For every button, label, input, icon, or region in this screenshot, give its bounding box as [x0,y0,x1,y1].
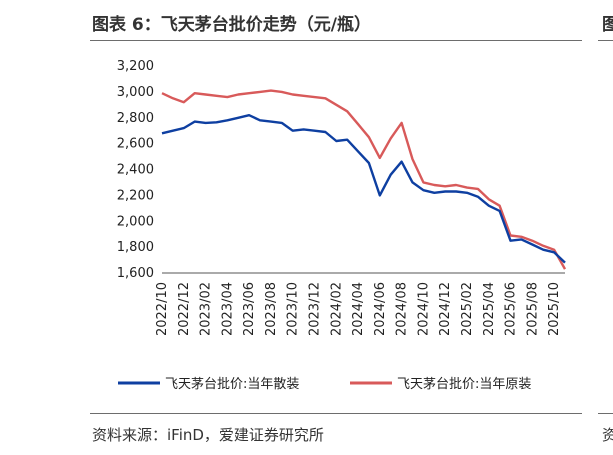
y-tick-label: 2,600 [117,137,154,152]
x-tick-label: 2025/04 [482,282,497,336]
x-tick-label: 2024/06 [373,282,388,336]
y-tick-label: 2,000 [117,214,154,229]
x-tick-labels: 2022/10 2022/12 2023/02 2023/04 2023/06 2023/… [155,282,562,336]
y-tick-label: 1,800 [117,240,154,255]
legend-label: 飞天茅台批价:当年原装 [397,377,531,392]
x-tick-label: 2023/10 [286,282,301,336]
x-tick-label: 2024/10 [416,282,431,336]
x-tick-label: 2024/08 [395,282,410,336]
next-figure-top-divider [598,40,613,41]
x-tick-label: 2023/06 [242,282,257,336]
y-tick-label: 3,200 [117,59,154,74]
next-figure-title-fragment: 图 [602,15,613,35]
legend: 飞天茅台批价:当年散装 飞天茅台批价:当年原装 [118,377,531,392]
x-tick-label: 2025/08 [525,282,540,336]
y-tick-label: 1,600 [117,266,154,281]
y-axis: 1,600 1,800 2,000 2,200 2,400 2,600 2,800 3,000… [117,59,154,281]
x-tick-label: 2025/02 [460,282,475,336]
source-note: 资料来源：iFinD，爱建证券研究所 [92,426,324,444]
x-tick-label: 2024/04 [351,282,366,336]
x-tick-label: 2023/04 [220,282,235,336]
bottom-divider [90,413,582,414]
next-figure-bottom-divider [598,413,613,414]
next-figure-source-fragment: 资 [602,426,613,444]
y-tick-label: 2,800 [117,111,154,126]
x-tick-label: 2022/10 [155,282,170,336]
x-tick-label: 2025/06 [504,282,519,336]
top-divider [90,40,582,41]
page-title: 图表 6：飞天茅台批价走势（元/瓶） [92,15,371,35]
x-tick-label: 2022/12 [177,282,192,336]
x-tick-label: 2023/02 [199,282,214,336]
legend-label: 飞天茅台批价:当年散装 [165,377,299,392]
y-tick-label: 3,000 [117,85,154,100]
x-tick-label: 2024/12 [438,282,453,336]
series-lines [161,89,567,270]
x-tick-label: 2024/02 [329,282,344,336]
series-line [161,89,567,270]
series-line [161,114,566,264]
y-tick-label: 2,400 [117,163,154,178]
y-tick-label: 2,200 [117,188,154,203]
x-tick-label: 2023/12 [307,282,322,336]
x-tick-label: 2023/08 [264,282,279,336]
x-tick-label: 2025/10 [547,282,562,336]
